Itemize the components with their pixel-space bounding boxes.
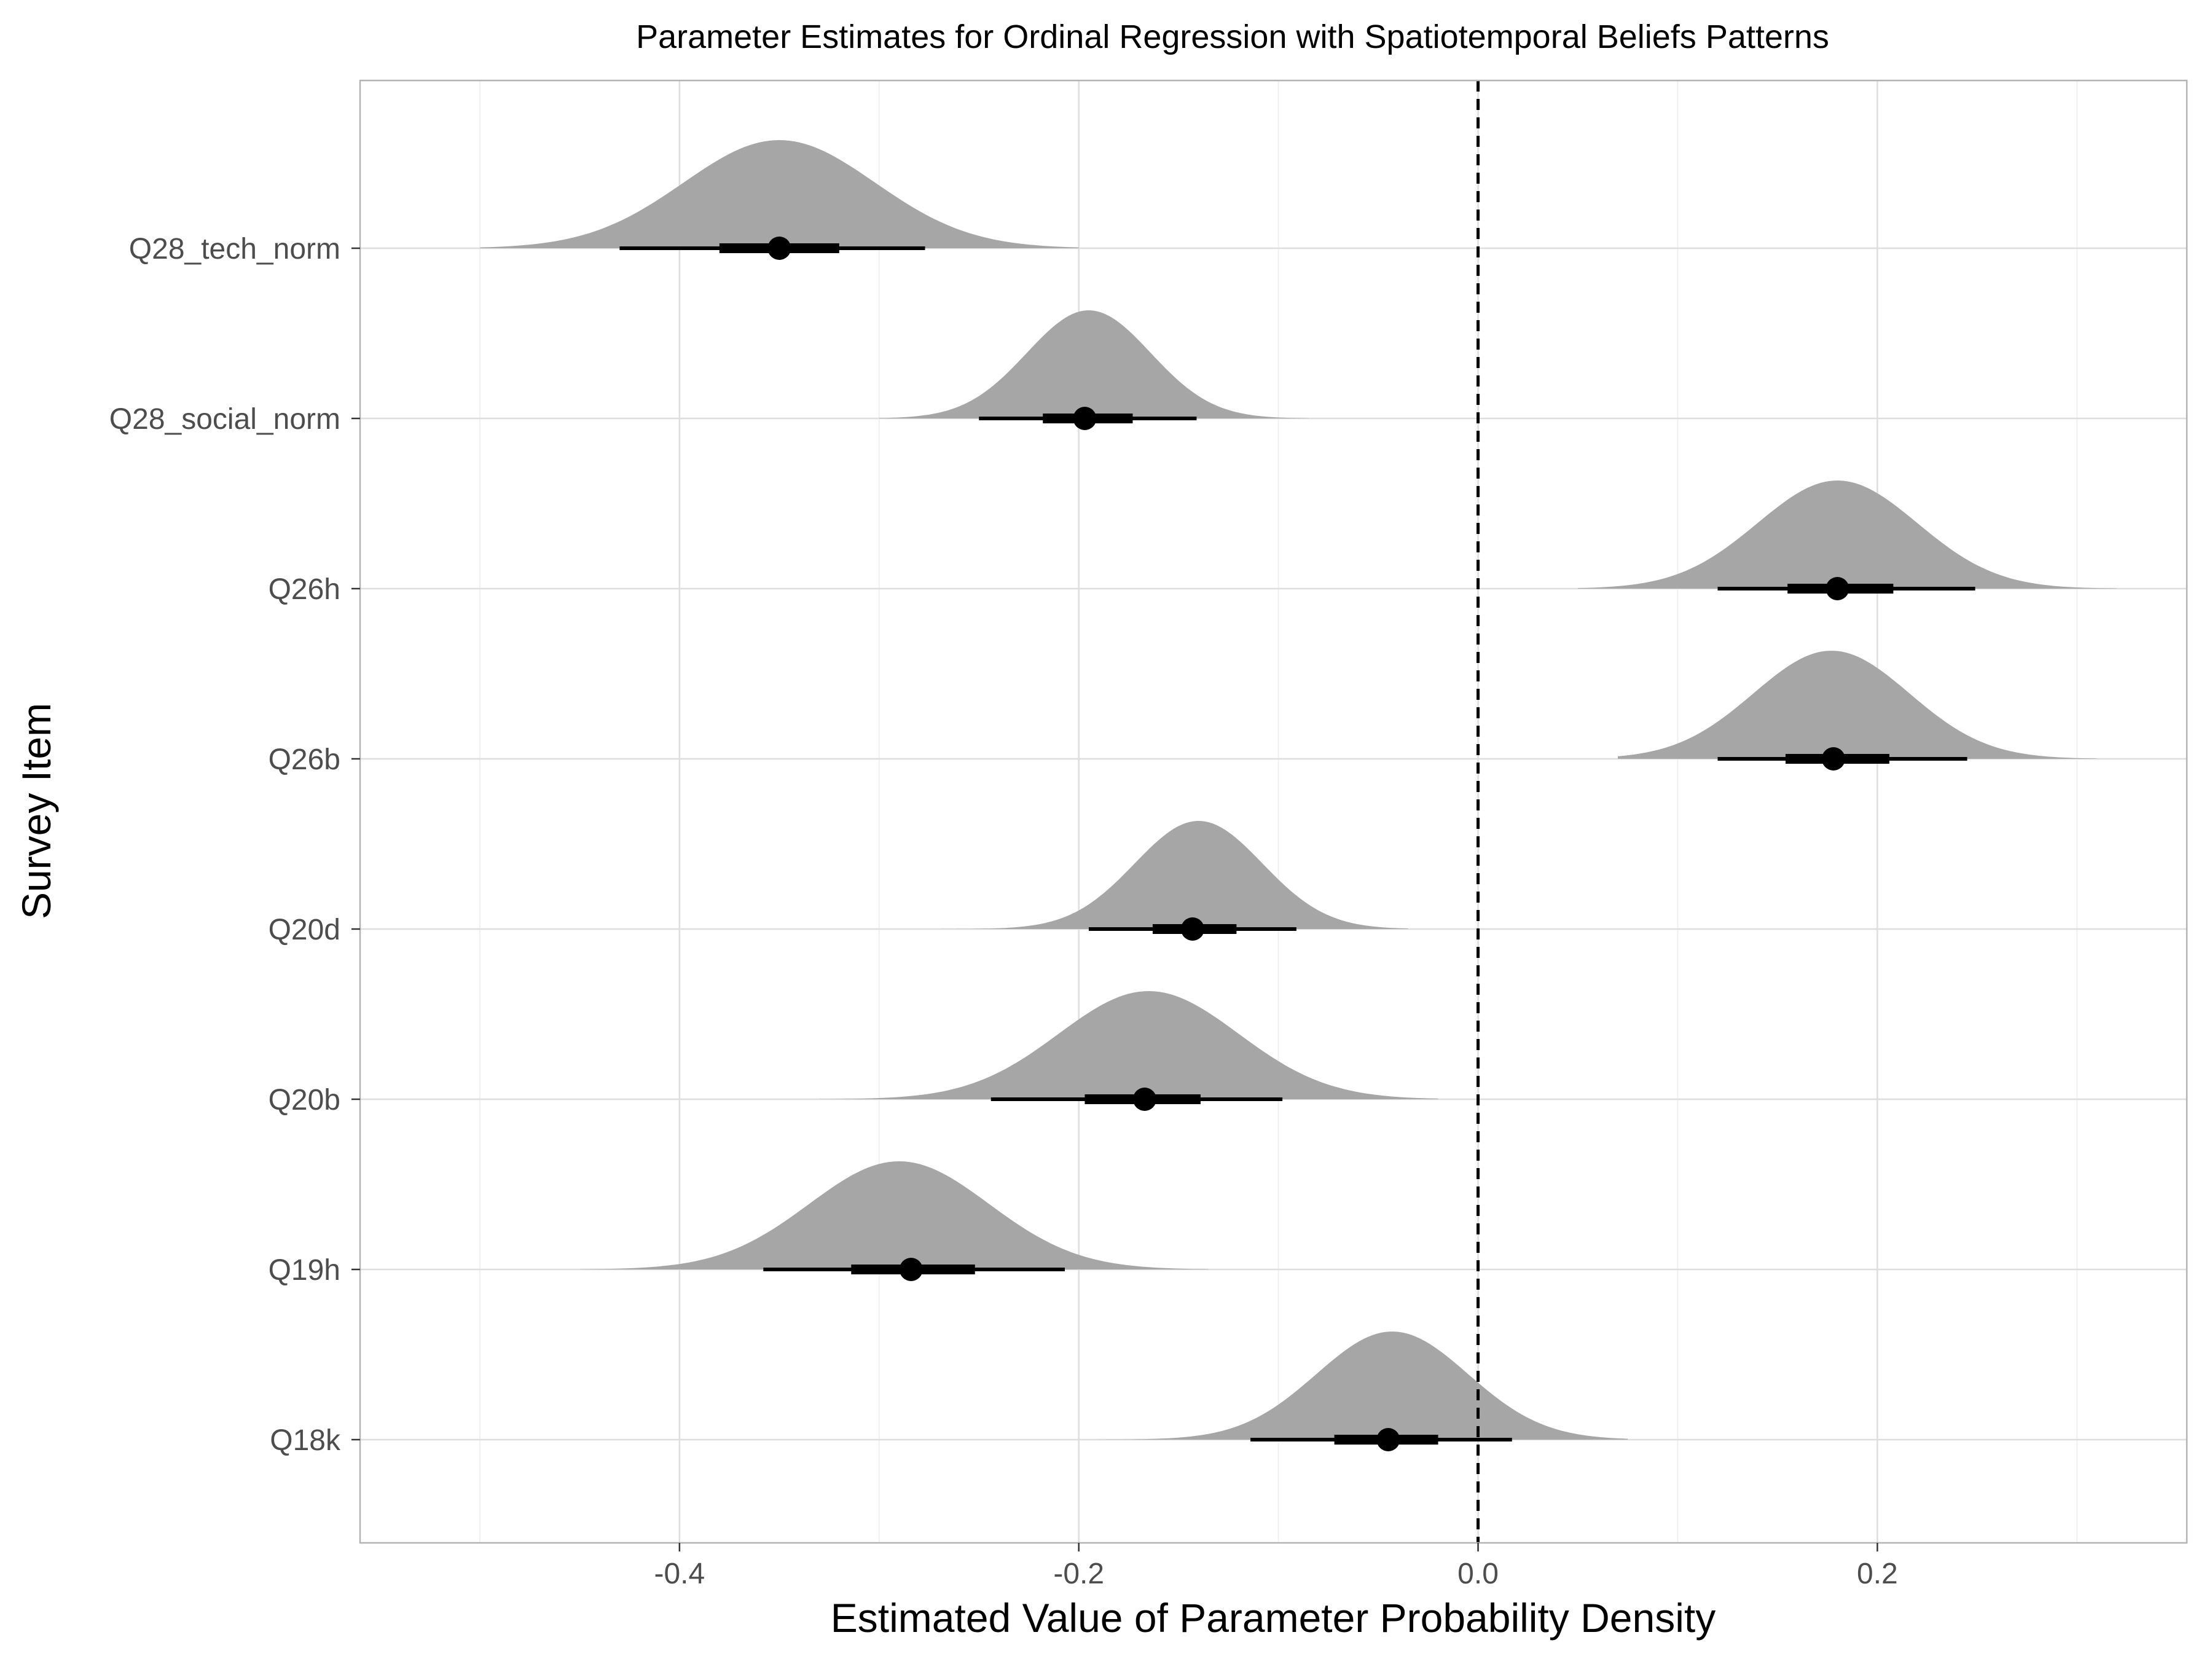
density-Q26b [1618,651,2097,759]
density-Q20b [819,991,1438,1099]
x-tick-label: 0.2 [1857,1558,1898,1590]
x-axis-title: Estimated Value of Parameter Probability… [831,1595,1716,1641]
median-point-Q26b [1821,747,1845,771]
median-point-Q28_tech_norm [767,237,791,260]
y-tick-label: Q19h [269,1254,340,1287]
interval-layer [619,237,1975,1451]
density-Q28_social_norm [879,310,1309,418]
median-point-Q20b [1132,1088,1156,1111]
density-Q19h [579,1161,1209,1269]
median-point-Q20d [1180,917,1204,941]
median-point-Q19h [899,1258,923,1281]
density-Q26h [1578,480,2117,589]
y-tick-label: Q18k [270,1424,341,1457]
plot-panel-border [359,79,2188,1544]
y-tick-label: Q26h [269,573,340,606]
density-Q28_tech_norm [480,140,1079,248]
x-tick-label: 0.0 [1457,1558,1499,1590]
density-layer [480,140,2117,1440]
y-tick-label: Q26b [269,743,340,776]
y-tick-label: Q20d [269,914,340,946]
x-tick-label: -0.4 [654,1558,705,1590]
y-tick-label: Q28_social_norm [109,403,340,436]
chart-title: Parameter Estimates for Ordinal Regressi… [636,18,1829,55]
density-Q18k [1099,1332,1628,1440]
median-point-Q26h [1826,577,1849,600]
axis-layer: -0.4 -0.2 0.0 0.2 Q28_tech_norm Q28_social_no… [109,233,1898,1590]
x-tick-label: -0.2 [1053,1558,1104,1590]
y-tick-label: Q28_tech_norm [129,233,340,265]
y-tick-label: Q20b [269,1084,340,1116]
density-Q20d [939,821,1408,929]
median-point-Q28_social_norm [1073,407,1097,430]
median-point-Q18k [1376,1428,1400,1451]
y-axis-title: Survey Item [14,703,59,919]
